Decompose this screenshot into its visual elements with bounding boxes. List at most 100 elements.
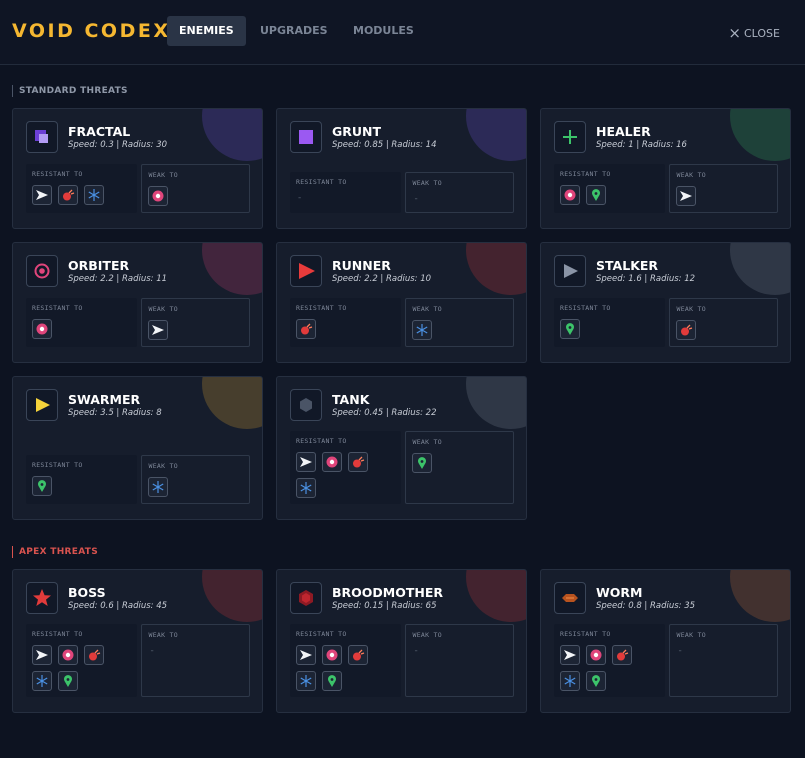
card-grid: FRACTAL Speed: 0.3 | Radius: 30 RESISTANT …: [12, 108, 791, 520]
resistant-icon: [560, 645, 580, 665]
resistant-icon: [32, 185, 52, 205]
damage-glyph: [152, 190, 164, 202]
resistant-icon: [560, 671, 580, 691]
enemy-name: ORBITER: [68, 257, 130, 273]
enemy-stats: Speed: 3.5 | Radius: 8: [68, 407, 162, 418]
enemy-stats: Speed: 0.3 | Radius: 30: [68, 139, 168, 150]
resistant-icons: [32, 185, 112, 205]
weak-label: WEAK TO: [148, 171, 178, 179]
enemy-glyph: [34, 263, 50, 279]
weak-label: WEAK TO: [412, 631, 442, 639]
enemy-info: GRUNT Speed: 0.85 | Radius: 14: [332, 124, 436, 151]
weak-icon: [676, 320, 697, 340]
resistant-icon: [296, 478, 316, 498]
resistant-icon: [322, 645, 342, 665]
damage-glyph: [62, 649, 74, 661]
resistant-icons: [32, 645, 112, 691]
enemy-glyph: [299, 590, 313, 606]
damage-glyph: [301, 323, 313, 335]
enemy-info: ORBITER Speed: 2.2 | Radius: 11: [68, 258, 167, 285]
resistant-empty: -: [298, 193, 302, 203]
damage-glyph: [353, 456, 365, 468]
resistant-label: RESISTANT TO: [296, 178, 347, 186]
damage-glyph: [416, 324, 428, 336]
enemy-glyph: [33, 589, 51, 606]
affinities: RESISTANT TO WEAK TO: [290, 421, 514, 504]
enemy-glyph: [563, 130, 577, 144]
enemy-info: FRACTAL Speed: 0.3 | Radius: 30: [68, 124, 167, 151]
close-button[interactable]: CLOSE: [728, 24, 780, 42]
tab[interactable]: ENEMIES: [167, 16, 246, 46]
enemy-icon: [26, 121, 58, 153]
enemy-info: RUNNER Speed: 2.2 | Radius: 10: [332, 258, 431, 285]
resistant-icon: [296, 452, 316, 472]
weak-icon: [676, 186, 697, 206]
damage-glyph: [617, 649, 629, 661]
card-grid: BOSS Speed: 0.6 | Radius: 45 RESISTANT TO W…: [12, 569, 791, 713]
enemy-icon: [26, 582, 58, 614]
resistant-box: RESISTANT TO: [554, 164, 666, 213]
weak-label: WEAK TO: [412, 438, 442, 446]
resistant-icon: [32, 476, 52, 496]
card-header: STALKER Speed: 1.6 | Radius: 12: [554, 255, 778, 287]
affinities: RESISTANT TO WEAK TO -: [26, 614, 250, 697]
resistant-box: RESISTANT TO: [26, 164, 138, 213]
resistant-icon: [296, 645, 316, 665]
enemy-name: STALKER: [596, 257, 659, 273]
weak-icon: [412, 320, 433, 340]
card-header: BROODMOTHER Speed: 0.15 | Radius: 65: [290, 582, 514, 614]
enemy-icon: [554, 582, 586, 614]
weak-box: WEAK TO: [141, 455, 250, 504]
resistant-icon: [586, 185, 606, 205]
weak-icons: [148, 320, 228, 340]
resistant-icon: [322, 671, 342, 691]
damage-glyph: [680, 191, 693, 201]
enemy-card: FRACTAL Speed: 0.3 | Radius: 30 RESISTANT …: [12, 108, 263, 229]
resistant-label: RESISTANT TO: [32, 630, 83, 638]
resistant-icons: [560, 319, 640, 339]
enemy-card: HEALER Speed: 1 | Radius: 16 RESISTANT TO W…: [540, 108, 791, 229]
damage-glyph: [566, 323, 574, 335]
enemy-name: RUNNER: [332, 257, 391, 273]
card-header: HEALER Speed: 1 | Radius: 16: [554, 121, 778, 153]
damage-glyph: [63, 189, 75, 201]
resistant-icon: [58, 671, 78, 691]
enemy-stats: Speed: 0.8 | Radius: 35: [596, 600, 696, 611]
enemy-glyph: [299, 130, 313, 144]
weak-icons: [412, 320, 492, 340]
section-title: STANDARD THREATS: [12, 85, 128, 97]
resistant-icons: [32, 476, 112, 496]
weak-box: WEAK TO: [141, 164, 250, 213]
resistant-box: RESISTANT TO: [290, 431, 402, 504]
resistant-icon: [84, 645, 104, 665]
enemy-icon: [290, 255, 322, 287]
resistant-icon: [560, 185, 580, 205]
enemy-name: BOSS: [68, 584, 106, 600]
enemy-icon: [290, 582, 322, 614]
resistant-icons: [560, 185, 640, 205]
tab[interactable]: MODULES: [353, 24, 414, 37]
damage-glyph: [89, 649, 101, 661]
enemy-info: BROODMOTHER Speed: 0.15 | Radius: 65: [332, 585, 443, 612]
enemy-glyph: [562, 594, 578, 602]
enemy-name: WORM: [596, 584, 643, 600]
weak-box: WEAK TO: [405, 298, 514, 347]
resistant-icon: [612, 645, 632, 665]
app-title: VOID CODEX: [12, 20, 171, 42]
weak-label: WEAK TO: [148, 462, 178, 470]
resistant-icon: [586, 645, 606, 665]
resistant-icon: [348, 645, 368, 665]
damage-glyph: [38, 480, 46, 492]
affinities: RESISTANT TO WEAK TO: [290, 288, 514, 347]
enemy-card: TANK Speed: 0.45 | Radius: 22 RESISTANT TO…: [276, 376, 527, 520]
damage-glyph: [300, 482, 312, 494]
enemy-info: SWARMER Speed: 3.5 | Radius: 8: [68, 392, 162, 419]
weak-box: WEAK TO -: [405, 624, 514, 697]
card-header: WORM Speed: 0.8 | Radius: 35: [554, 582, 778, 614]
resistant-label: RESISTANT TO: [296, 437, 347, 445]
resistant-icon: [32, 671, 52, 691]
weak-empty: -: [414, 194, 418, 204]
tab[interactable]: UPGRADES: [260, 24, 328, 37]
enemy-card: BOSS Speed: 0.6 | Radius: 45 RESISTANT TO W…: [12, 569, 263, 713]
resistant-label: RESISTANT TO: [560, 304, 611, 312]
